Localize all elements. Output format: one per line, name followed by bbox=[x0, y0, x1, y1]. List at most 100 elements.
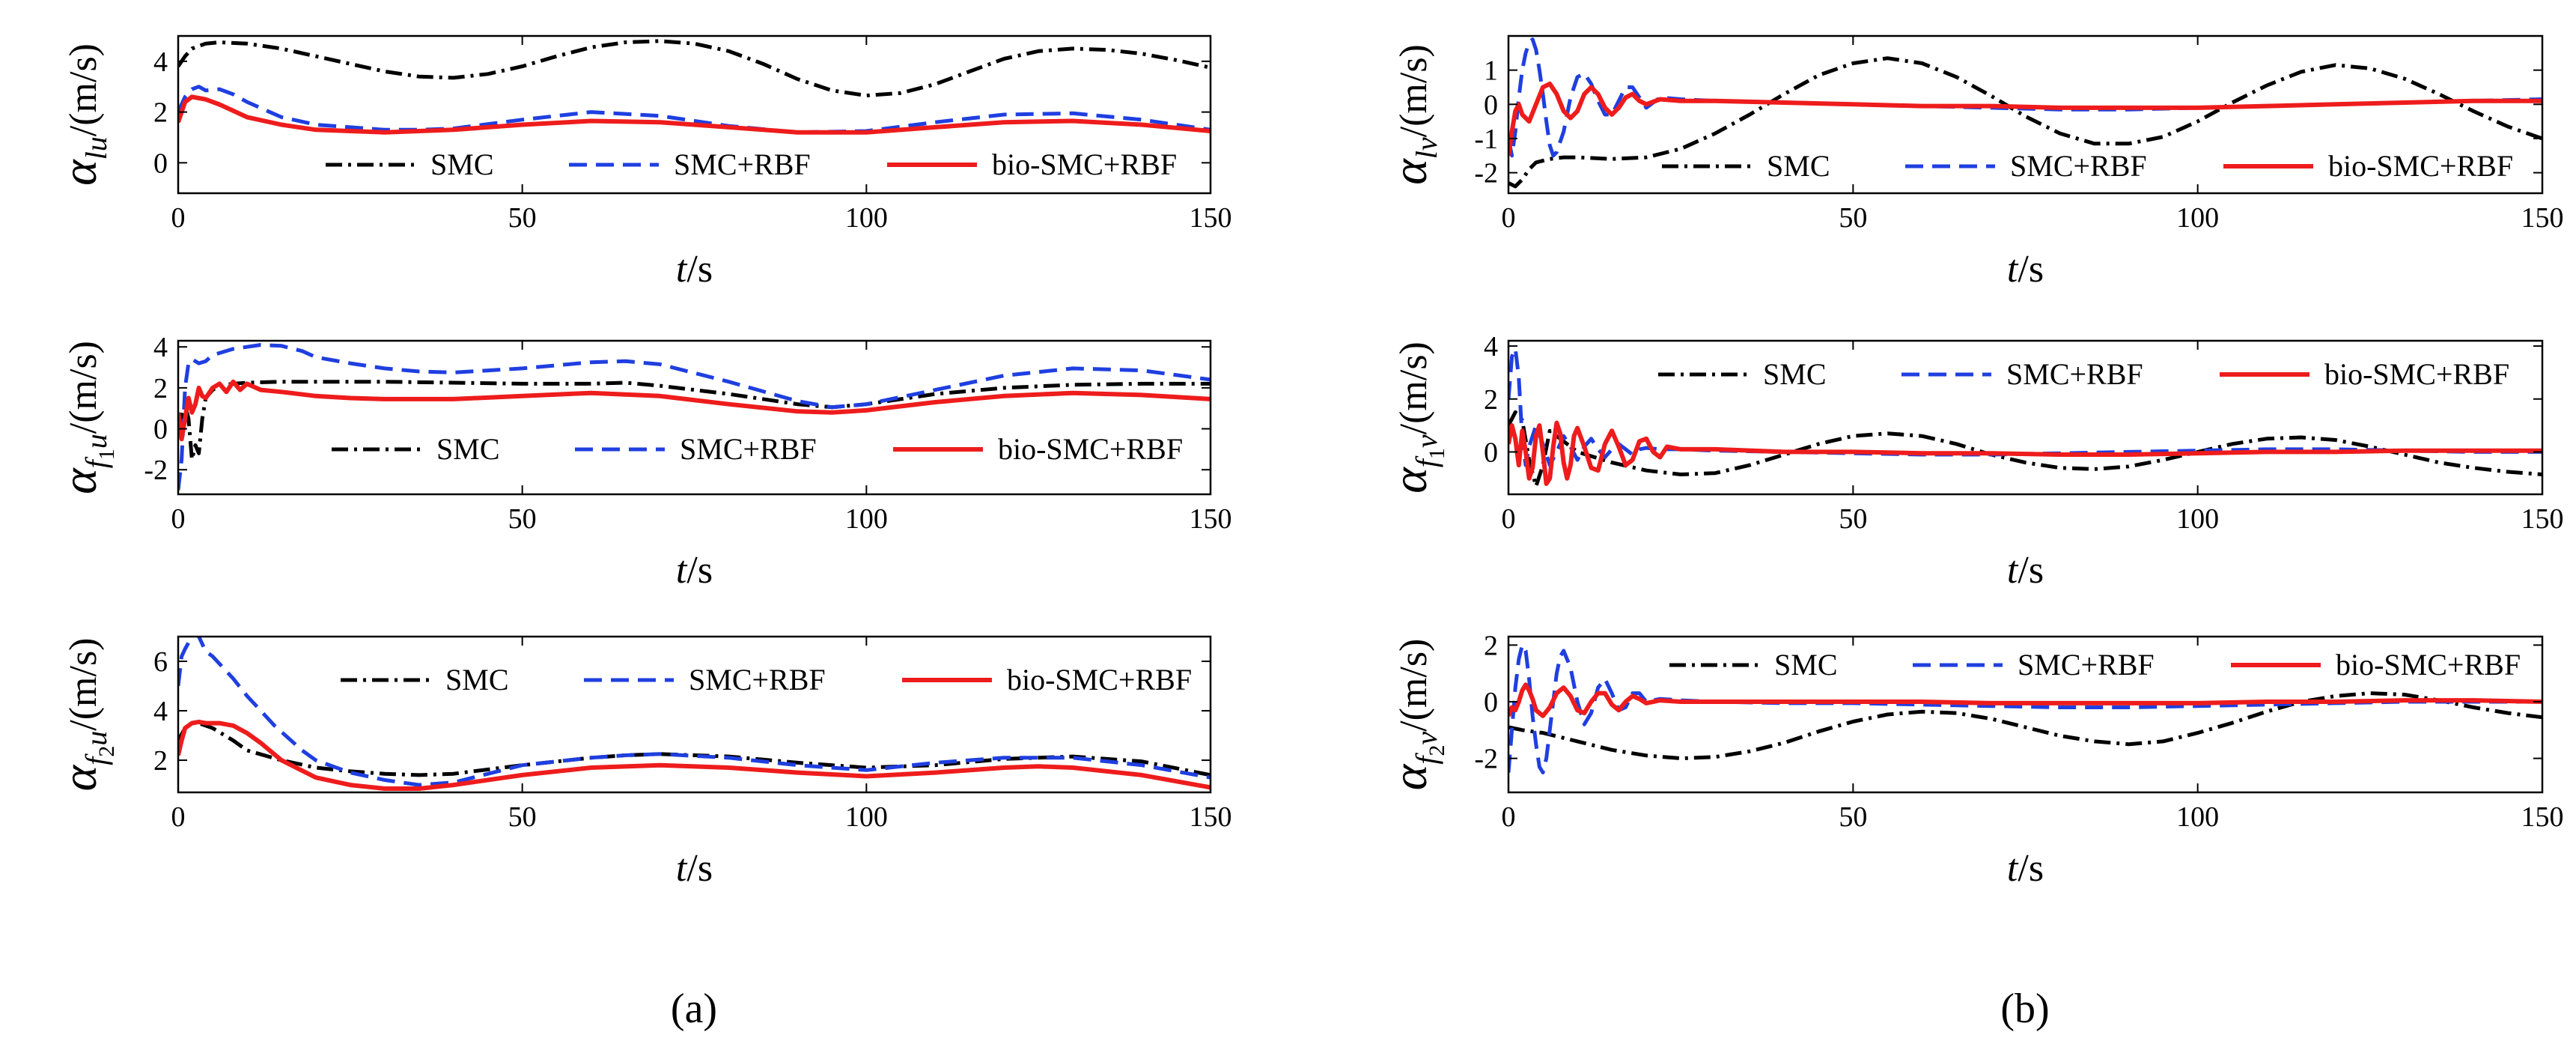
series-bio-smc-rbf-line bbox=[178, 379, 1211, 442]
y-tick-label: 2 bbox=[1484, 384, 1498, 416]
series-smc-rbf-line bbox=[178, 85, 1211, 135]
x-tick-label: 150 bbox=[2521, 202, 2564, 234]
legend-label-series-smc: SMC bbox=[445, 663, 509, 697]
legend-label-series-smc-rbf: SMC+RBF bbox=[2018, 648, 2155, 682]
y-tick-label: 0 bbox=[1484, 89, 1498, 121]
legend-label-series-bio-smc-rbf: bio-SMC+RBF bbox=[2336, 648, 2521, 682]
x-tick-label: 100 bbox=[845, 801, 888, 833]
x-tick-label: 100 bbox=[845, 503, 888, 535]
legend-label-series-bio-smc-rbf: bio-SMC+RBF bbox=[998, 432, 1183, 466]
y-tick-label: 2 bbox=[1484, 630, 1498, 661]
x-axis-label: t/s bbox=[2007, 847, 2044, 890]
x-tick-label: 50 bbox=[1839, 801, 1867, 833]
legend-label-series-smc: SMC bbox=[430, 148, 494, 181]
y-axis-label: αlu/(m/s) bbox=[52, 43, 113, 186]
legend: SMC SMC+RBF bio-SMC+RBF bbox=[332, 432, 1183, 466]
series-smc-line bbox=[1508, 410, 2542, 488]
panel-label-a: (a) bbox=[671, 986, 717, 1032]
legend-label-series-smc: SMC bbox=[1774, 648, 1838, 682]
x-tick-label: 100 bbox=[2176, 202, 2219, 234]
y-tick-label: -1 bbox=[1474, 124, 1498, 155]
y-tick-label: 4 bbox=[153, 332, 168, 363]
series-smc-rbf-line bbox=[178, 637, 1211, 787]
x-axis-label: t/s bbox=[676, 248, 713, 291]
x-tick-label: 100 bbox=[845, 202, 888, 234]
legend: SMC SMC+RBF bio-SMC+RBF bbox=[326, 148, 1177, 181]
plot-panel-b2: 0 50 100 150 0 2 4 t/s αf1v/(m/s) SMC SMC+RBF bio-S… bbox=[1383, 331, 2564, 592]
y-tick-label: -2 bbox=[1474, 744, 1498, 775]
series-bio-smc-rbf-line bbox=[178, 719, 1211, 791]
x-tick-label: 150 bbox=[2521, 503, 2564, 535]
x-tick-label: 150 bbox=[1190, 801, 1232, 833]
x-tick-label: 0 bbox=[1502, 801, 1516, 833]
panel-label-b: (b) bbox=[2000, 986, 2049, 1032]
y-axis-label: αlv/(m/s) bbox=[1383, 44, 1443, 185]
legend-label-series-smc-rbf: SMC+RBF bbox=[674, 148, 811, 181]
x-tick-label: 0 bbox=[171, 202, 186, 234]
x-tick-label: 0 bbox=[1502, 202, 1516, 234]
series-smc-rbf-line bbox=[1508, 643, 2542, 774]
legend-label-series-smc-rbf: SMC+RBF bbox=[2010, 149, 2147, 183]
x-axis-label: t/s bbox=[2007, 248, 2044, 291]
x-tick-label: 0 bbox=[171, 801, 186, 833]
x-tick-label: 150 bbox=[2521, 801, 2564, 833]
series-bio-smc-rbf-line bbox=[1508, 81, 2542, 157]
y-tick-label: 0 bbox=[153, 148, 168, 179]
y-axis-label: αf2v/(m/s) bbox=[1383, 639, 1449, 791]
legend-label-series-bio-smc-rbf: bio-SMC+RBF bbox=[992, 148, 1177, 181]
y-tick-label: 4 bbox=[1484, 331, 1498, 362]
y-tick-label: 2 bbox=[153, 97, 168, 129]
axes-frame bbox=[1507, 34, 2544, 195]
legend-label-series-smc-rbf: SMC+RBF bbox=[680, 432, 817, 466]
legend-label-series-smc: SMC bbox=[1763, 357, 1827, 391]
y-tick-label: 4 bbox=[153, 46, 168, 78]
axes-frame bbox=[177, 339, 1212, 496]
series-smc-rbf-line bbox=[178, 343, 1211, 491]
axes-frame bbox=[177, 635, 1212, 794]
series-smc-line bbox=[178, 39, 1211, 98]
x-tick-label: 150 bbox=[1190, 202, 1232, 234]
x-tick-label: 50 bbox=[508, 503, 537, 535]
y-tick-label: -2 bbox=[1474, 158, 1498, 189]
y-tick-label: 1 bbox=[1484, 55, 1498, 87]
series-bio-smc-rbf-line bbox=[1508, 682, 2542, 718]
y-tick-label: 0 bbox=[153, 414, 168, 446]
axes-frame bbox=[1507, 339, 2544, 496]
legend-label-series-bio-smc-rbf: bio-SMC+RBF bbox=[2324, 357, 2509, 391]
series-smc-line bbox=[178, 721, 1211, 777]
x-tick-label: 50 bbox=[508, 202, 537, 234]
x-tick-label: 0 bbox=[171, 503, 186, 535]
legend-label-series-smc-rbf: SMC+RBF bbox=[689, 663, 826, 697]
y-tick-label: 2 bbox=[153, 373, 168, 404]
legend: SMC SMC+RBF bio-SMC+RBF bbox=[1662, 149, 2513, 183]
plot-panel-a3: 0 50 100 150 2 4 6 t/s αf2u/(m/s) SMC SMC+RBF bio-S… bbox=[52, 635, 1232, 890]
legend: SMC SMC+RBF bio-SMC+RBF bbox=[1658, 357, 2509, 391]
y-tick-label: 0 bbox=[1484, 437, 1498, 468]
x-tick-label: 100 bbox=[2176, 801, 2219, 833]
series-bio-smc-rbf-line bbox=[178, 94, 1211, 135]
legend: SMC SMC+RBF bio-SMC+RBF bbox=[1669, 648, 2521, 682]
axes-frame bbox=[1507, 635, 2544, 794]
legend: SMC SMC+RBF bio-SMC+RBF bbox=[341, 663, 1192, 697]
legend-label-series-smc: SMC bbox=[1767, 149, 1830, 183]
y-tick-label: 2 bbox=[153, 745, 168, 777]
y-tick-label: 4 bbox=[153, 696, 168, 727]
x-tick-label: 50 bbox=[508, 801, 537, 833]
y-axis-label: αf1v/(m/s) bbox=[1383, 342, 1449, 494]
y-tick-label: 0 bbox=[1484, 687, 1498, 718]
x-tick-label: 50 bbox=[1839, 202, 1867, 234]
y-axis-label: αf1u/(m/s) bbox=[52, 341, 119, 494]
axes-frame bbox=[177, 34, 1212, 195]
y-tick-label: 6 bbox=[153, 646, 168, 678]
legend-label-series-bio-smc-rbf: bio-SMC+RBF bbox=[2328, 149, 2513, 183]
y-axis-label: αf2u/(m/s) bbox=[52, 638, 119, 792]
legend-label-series-bio-smc-rbf: bio-SMC+RBF bbox=[1007, 663, 1192, 697]
x-axis-label: t/s bbox=[676, 847, 713, 890]
x-tick-label: 50 bbox=[1839, 503, 1867, 535]
series-smc-line bbox=[1508, 56, 2542, 189]
x-axis-label: t/s bbox=[2007, 549, 2044, 592]
legend-label-series-smc-rbf: SMC+RBF bbox=[2006, 357, 2143, 391]
